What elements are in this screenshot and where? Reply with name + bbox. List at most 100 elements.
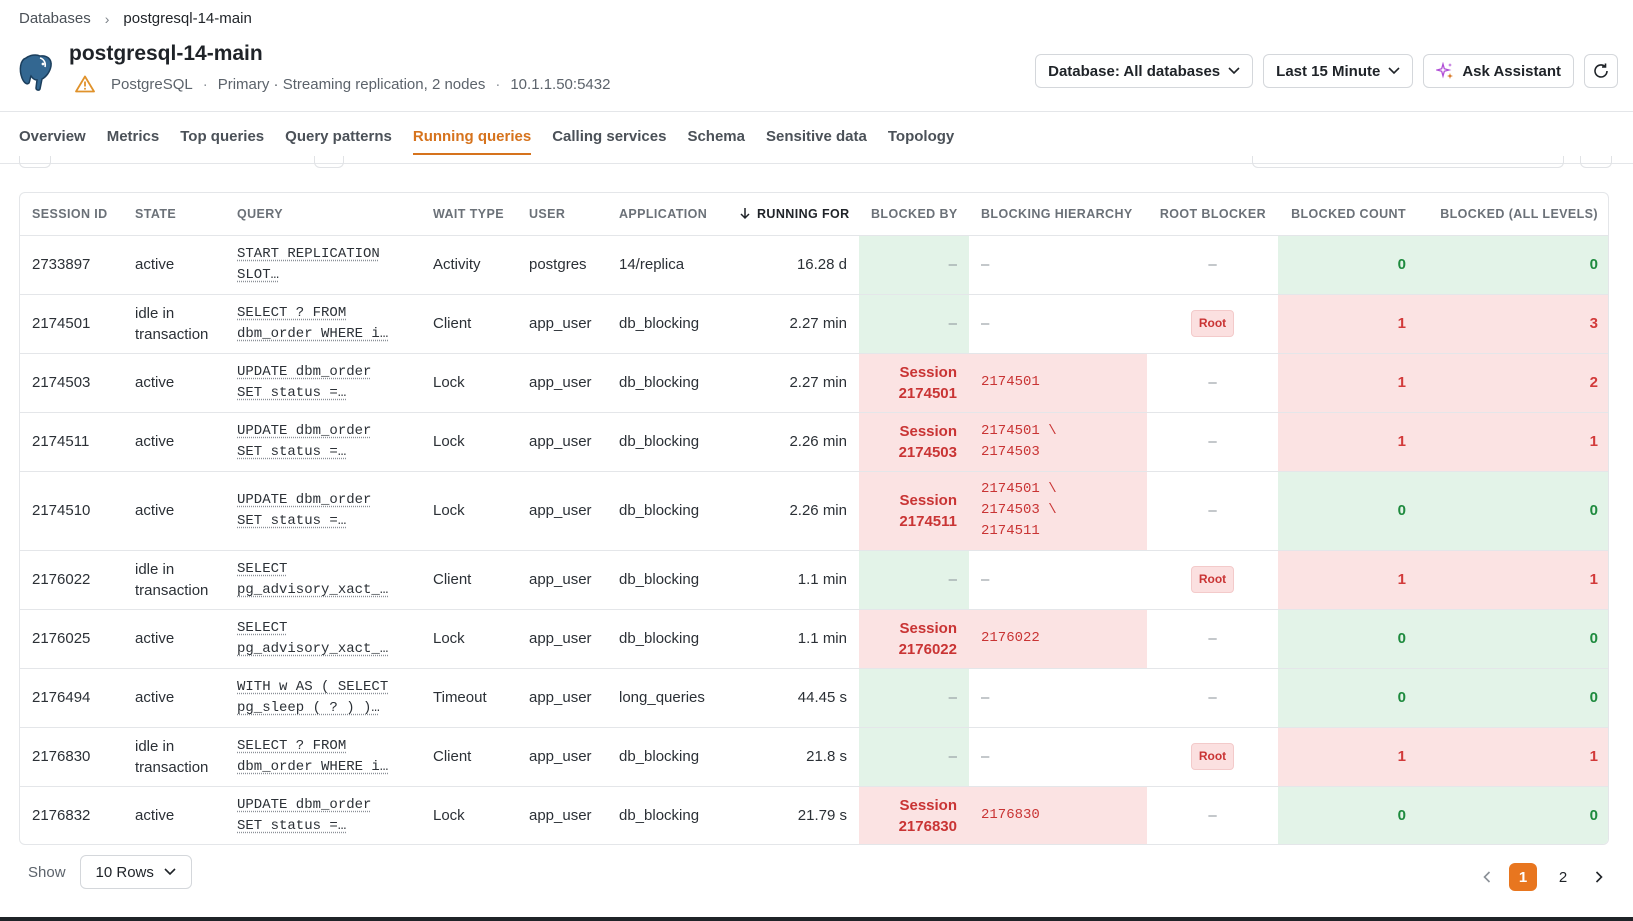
query-link-line-2[interactable]: SET status =… bbox=[237, 512, 347, 529]
database-filter-dropdown[interactable]: Database: All databases bbox=[1035, 54, 1254, 88]
blocked-by-session[interactable]: Session 2176022 bbox=[871, 618, 957, 660]
tab-overview[interactable]: Overview bbox=[19, 128, 86, 145]
blocked-by-session[interactable]: Session 2174501 bbox=[871, 362, 957, 404]
column-header-blocked-by[interactable]: BLOCKED BY bbox=[859, 193, 969, 236]
query-link-line-1[interactable]: SELECT ? FROM bbox=[237, 304, 347, 321]
table-row[interactable]: 2176494 active WITH w AS ( SELECT pg_sleep … bbox=[20, 668, 1608, 728]
query-link-line-1[interactable]: WITH w AS ( SELECT bbox=[237, 678, 389, 695]
query-link-line-2[interactable]: dbm_order WHERE i… bbox=[237, 325, 389, 342]
query-link-line-1[interactable]: UPDATE dbm_order bbox=[237, 491, 372, 508]
query-link-line-1[interactable]: SELECT bbox=[237, 619, 288, 636]
cell-query: SELECT pg_advisory_xact_… bbox=[225, 609, 421, 669]
cell-wait-type: Lock bbox=[421, 412, 517, 472]
table-row[interactable]: 2174511 active UPDATE dbm_order SET status … bbox=[20, 412, 1608, 472]
show-label: Show bbox=[28, 863, 66, 881]
column-header-user[interactable]: USER bbox=[517, 193, 607, 236]
column-header-session-id[interactable]: SESSION ID bbox=[20, 193, 123, 236]
cell-user: app_user bbox=[517, 471, 607, 551]
empty-dash: – bbox=[981, 748, 990, 765]
cell-running-for: 2.26 min bbox=[727, 412, 859, 472]
table-row[interactable]: 2733897 active START REPLICATION SLOT… Activ… bbox=[20, 235, 1608, 295]
query-link-line-1[interactable]: SELECT ? FROM bbox=[237, 737, 347, 754]
page-2-button[interactable]: 2 bbox=[1558, 868, 1568, 886]
previous-page-button[interactable] bbox=[1477, 863, 1497, 891]
column-header-root-blocker[interactable]: ROOT BLOCKER bbox=[1147, 193, 1278, 236]
scrolled-control[interactable] bbox=[19, 156, 51, 168]
db-role: Primary · Streaming replication, 2 nodes bbox=[217, 75, 486, 93]
refresh-button[interactable] bbox=[1584, 54, 1618, 88]
empty-dash: – bbox=[981, 571, 990, 588]
table-row[interactable]: 2176830 idle in transaction SELECT ? FROM d… bbox=[20, 727, 1608, 787]
ask-assistant-button[interactable]: Ask Assistant bbox=[1423, 54, 1574, 88]
tab-query-patterns[interactable]: Query patterns bbox=[285, 128, 392, 145]
tab-calling-services[interactable]: Calling services bbox=[552, 128, 667, 145]
breadcrumb-databases-link[interactable]: Databases bbox=[19, 10, 91, 27]
page-1-button[interactable]: 1 bbox=[1509, 863, 1537, 891]
blocked-count-value: 0 bbox=[1397, 689, 1406, 706]
cell-state: active bbox=[123, 668, 225, 728]
column-header-wait-type[interactable]: WAIT TYPE bbox=[421, 193, 517, 236]
cell-blocked-all-levels: 0 bbox=[1418, 786, 1608, 844]
time-range-dropdown[interactable]: Last 15 Minute bbox=[1263, 54, 1414, 88]
blocked-all-levels-value: 0 bbox=[1589, 502, 1598, 519]
query-link-line-1[interactable]: UPDATE dbm_order bbox=[237, 422, 372, 439]
blocked-count-value: 0 bbox=[1397, 807, 1406, 824]
query-link-line-2[interactable]: pg_sleep ( ? ) )… bbox=[237, 699, 380, 716]
blocked-by-session[interactable]: Session 2174503 bbox=[871, 421, 957, 463]
cell-application: db_blocking bbox=[607, 412, 727, 472]
scrolled-search-field[interactable] bbox=[1252, 156, 1564, 168]
column-header-running-for[interactable]: RUNNING FOR bbox=[727, 193, 859, 236]
cell-session-id: 2174503 bbox=[20, 353, 123, 413]
cell-session-id: 2733897 bbox=[20, 235, 123, 295]
column-header-blocked-all-levels[interactable]: BLOCKED (ALL LEVELS) bbox=[1418, 193, 1608, 236]
tab-schema[interactable]: Schema bbox=[687, 128, 745, 145]
query-link-line-2[interactable]: dbm_order WHERE i… bbox=[237, 758, 389, 775]
tab-metrics[interactable]: Metrics bbox=[106, 128, 160, 145]
table-row[interactable]: 2174501 idle in transaction SELECT ? FROM d… bbox=[20, 294, 1608, 354]
column-header-query[interactable]: QUERY bbox=[225, 193, 421, 236]
blocked-all-levels-value: 0 bbox=[1589, 630, 1598, 647]
tab-sensitive-data[interactable]: Sensitive data bbox=[765, 128, 867, 145]
table-row[interactable]: 2176832 active UPDATE dbm_order SET status … bbox=[20, 786, 1608, 844]
next-page-button[interactable] bbox=[1589, 863, 1609, 891]
query-link-line-2[interactable]: SET status =… bbox=[237, 817, 347, 834]
table-row[interactable]: 2174503 active UPDATE dbm_order SET status … bbox=[20, 353, 1608, 413]
query-link-line-1[interactable]: START REPLICATION bbox=[237, 245, 380, 262]
cell-blocked-by: – bbox=[859, 727, 969, 787]
hierarchy-session-id: 2176022 bbox=[981, 630, 1040, 646]
scrolled-control[interactable] bbox=[314, 156, 344, 168]
table-row[interactable]: 2176022 idle in transaction SELECT pg_advis… bbox=[20, 550, 1608, 610]
column-header-blocking-hierarchy[interactable]: BLOCKING HIERARCHY bbox=[969, 193, 1147, 236]
tab-topology[interactable]: Topology bbox=[887, 128, 955, 145]
query-link-line-1[interactable]: UPDATE dbm_order bbox=[237, 796, 372, 813]
rows-per-page-dropdown[interactable]: 10 Rows bbox=[79, 855, 192, 889]
cell-application: db_blocking bbox=[607, 353, 727, 413]
query-link-line-1[interactable]: SELECT bbox=[237, 560, 288, 577]
time-range-label: Last 15 Minute bbox=[1276, 62, 1381, 80]
tab-running-queries[interactable]: Running queries bbox=[412, 128, 532, 155]
empty-dash: – bbox=[1208, 502, 1217, 519]
query-link-line-2[interactable]: pg_advisory_xact_… bbox=[237, 640, 389, 657]
query-link-line-2[interactable]: SET status =… bbox=[237, 443, 347, 460]
rows-per-page: Show 10 Rows bbox=[28, 855, 192, 889]
scrolled-control[interactable] bbox=[1580, 156, 1612, 168]
blocked-by-session[interactable]: Session 2174511 bbox=[871, 490, 957, 532]
chevron-right-icon bbox=[1595, 871, 1603, 883]
query-link-line-1[interactable]: UPDATE dbm_order bbox=[237, 363, 372, 380]
table-row[interactable]: 2176025 active SELECT pg_advisory_xact_… Loc… bbox=[20, 609, 1608, 669]
cell-state: idle in transaction bbox=[123, 727, 225, 787]
warning-triangle-icon[interactable] bbox=[75, 75, 95, 93]
query-link-line-2[interactable]: SET status =… bbox=[237, 384, 347, 401]
column-header-application[interactable]: APPLICATION bbox=[607, 193, 727, 236]
query-link-line-2[interactable]: pg_advisory_xact_… bbox=[237, 581, 389, 598]
empty-dash: – bbox=[948, 748, 957, 765]
blocked-by-session[interactable]: Session 2176830 bbox=[871, 795, 957, 837]
column-header-state[interactable]: STATE bbox=[123, 193, 225, 236]
chevron-down-icon bbox=[1228, 67, 1240, 75]
cell-blocked-by: Session 2176022 bbox=[859, 609, 969, 669]
table-row[interactable]: 2174510 active UPDATE dbm_order SET status … bbox=[20, 471, 1608, 551]
column-header-blocked-count[interactable]: BLOCKED COUNT bbox=[1278, 193, 1418, 236]
tab-top-queries[interactable]: Top queries bbox=[180, 128, 265, 145]
separator-dot: · bbox=[495, 75, 501, 93]
query-link-line-2[interactable]: SLOT… bbox=[237, 266, 280, 283]
